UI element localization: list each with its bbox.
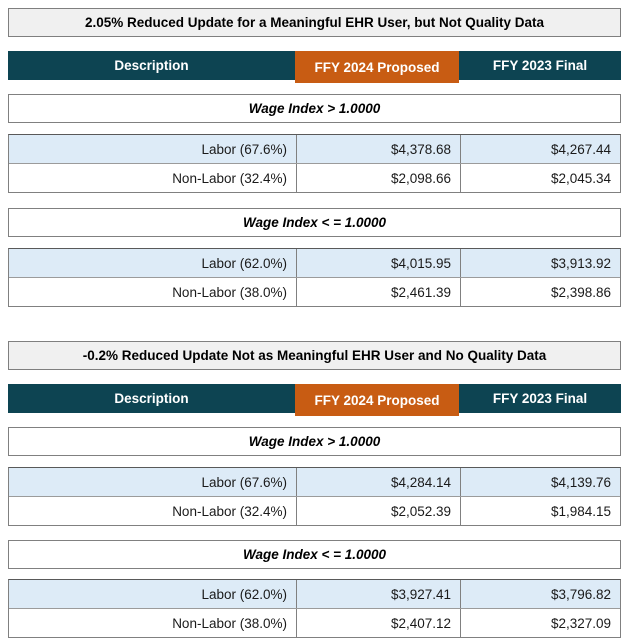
value-ffy-2023-final: $2,327.09 [460,609,620,637]
section-title-bar: 2.05% Reduced Update for a Meaningful EH… [8,8,621,37]
row-label: Non-Labor (38.0%) [172,615,287,631]
value-ffy-2023-final: $3,913.92 [460,249,620,277]
column-header-ffy-2024-proposed: FFY 2024 Proposed [295,384,459,416]
table-row: Non-Labor (32.4%) $2,098.66 $2,045.34 [9,163,620,192]
column-header-description: Description [8,384,295,413]
rate-table: Labor (62.0%) $4,015.95 $3,913.92 Non-La… [8,248,621,307]
value-ffy-2024-proposed: $4,378.68 [296,135,460,163]
value-ffy-2023-final: $1,984.15 [460,497,620,525]
row-label: Non-Labor (32.4%) [172,503,287,519]
value-ffy-2023-final: $4,267.44 [460,135,620,163]
value-ffy-2024-proposed: $2,407.12 [296,609,460,637]
column-header-ffy-2023-final: FFY 2023 Final [459,384,621,413]
rate-table: Labor (62.0%) $3,927.41 $3,796.82 Non-La… [8,579,621,638]
value-ffy-2024-proposed: $2,052.39 [296,497,460,525]
value-ffy-2023-final: $2,398.86 [460,278,620,306]
table-row: Non-Labor (38.0%) $2,407.12 $2,327.09 [9,608,620,637]
value-ffy-2024-proposed: $4,284.14 [296,468,460,496]
value-ffy-2023-final: $4,139.76 [460,468,620,496]
wage-index-band: Wage Index > 1.0000 [8,427,621,456]
value-ffy-2023-final: $2,045.34 [460,164,620,192]
table-row: Labor (67.6%) $4,378.68 $4,267.44 [9,135,620,163]
row-label: Labor (62.0%) [201,586,287,602]
value-ffy-2024-proposed: $3,927.41 [296,580,460,608]
row-label: Non-Labor (38.0%) [172,284,287,300]
column-header-row: Description FFY 2024 Proposed FFY 2023 F… [8,51,621,83]
rate-section-meaningful-ehr-user: 2.05% Reduced Update for a Meaningful EH… [0,8,627,307]
row-label: Labor (67.6%) [201,141,287,157]
table-row: Labor (67.6%) $4,284.14 $4,139.76 [9,468,620,496]
section-title-bar: -0.2% Reduced Update Not as Meaningful E… [8,341,621,370]
column-header-description: Description [8,51,295,80]
wage-index-band: Wage Index < = 1.0000 [8,208,621,237]
rate-section-not-meaningful-ehr-user: -0.2% Reduced Update Not as Meaningful E… [0,341,627,638]
wage-index-band: Wage Index < = 1.0000 [8,540,621,569]
column-header-row: Description FFY 2024 Proposed FFY 2023 F… [8,384,621,416]
table-row: Labor (62.0%) $3,927.41 $3,796.82 [9,580,620,608]
row-label: Labor (67.6%) [201,474,287,490]
column-header-ffy-2023-final: FFY 2023 Final [459,51,621,80]
table-row: Labor (62.0%) $4,015.95 $3,913.92 [9,249,620,277]
table-row: Non-Labor (32.4%) $2,052.39 $1,984.15 [9,496,620,525]
value-ffy-2024-proposed: $2,461.39 [296,278,460,306]
value-ffy-2023-final: $3,796.82 [460,580,620,608]
rate-table: Labor (67.6%) $4,284.14 $4,139.76 Non-La… [8,467,621,526]
value-ffy-2024-proposed: $2,098.66 [296,164,460,192]
column-header-ffy-2024-proposed: FFY 2024 Proposed [295,51,459,83]
table-row: Non-Labor (38.0%) $2,461.39 $2,398.86 [9,277,620,306]
row-label: Non-Labor (32.4%) [172,170,287,186]
wage-index-band: Wage Index > 1.0000 [8,94,621,123]
row-label: Labor (62.0%) [201,255,287,271]
value-ffy-2024-proposed: $4,015.95 [296,249,460,277]
rate-table: Labor (67.6%) $4,378.68 $4,267.44 Non-La… [8,134,621,193]
